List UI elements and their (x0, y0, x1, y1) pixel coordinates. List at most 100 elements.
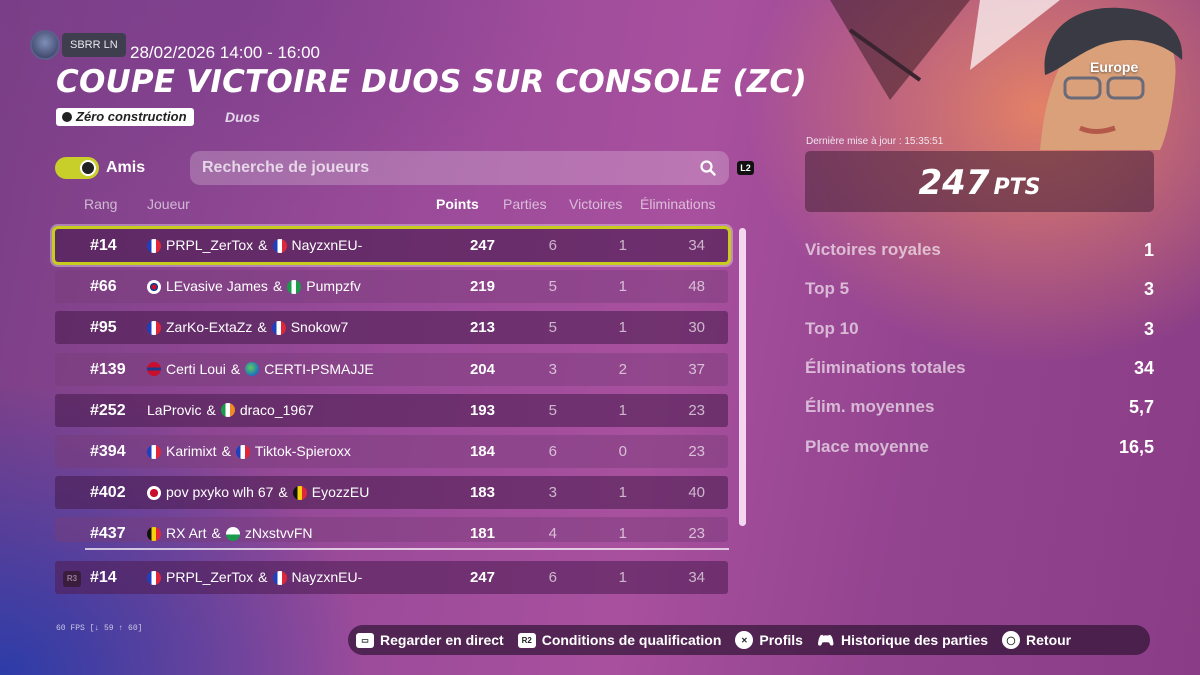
elims-cell: 34 (688, 569, 705, 586)
player-search (190, 151, 729, 185)
table-row[interactable]: #66 LEvasive James & Pumpzfv 219 5 1 48 (55, 270, 728, 304)
france-flag-icon (147, 444, 161, 459)
touchpad-icon: ▭ (356, 632, 374, 648)
points-cell: 184 (469, 443, 495, 460)
ampersand: & (206, 401, 216, 418)
player-2-name: zNxstvvFN (244, 525, 313, 542)
elims-cell: 34 (688, 237, 705, 254)
games-cell: 6 (548, 237, 557, 254)
col-games[interactable]: Parties (503, 196, 547, 212)
mode-badge: Zéro construction (56, 108, 194, 126)
stat-value: 34 (1133, 357, 1154, 378)
wales-flag-icon (225, 526, 240, 541)
avatar[interactable] (30, 30, 60, 60)
scrollbar-thumb[interactable] (739, 228, 746, 526)
games-cell: 3 (548, 360, 557, 378)
region-label: Europe (1090, 59, 1139, 75)
elims-cell: 40 (688, 484, 705, 502)
points-cell: 204 (469, 360, 495, 378)
action-controller[interactable]: 🎮 Historique des parties (817, 631, 988, 649)
player-2-name: draco_1967 (239, 401, 314, 418)
points-summary: 247 PTS (805, 151, 1154, 212)
france-flag-icon (147, 238, 161, 253)
table-row[interactable]: #402 pov pxyko wlh 67 & EyozzEU 183 3 1 40 (55, 476, 728, 510)
player-2-name: Pumpzfv (306, 278, 361, 295)
scrollbar[interactable] (739, 228, 746, 526)
action-circle-button[interactable]: ◯ Retour (1002, 631, 1071, 649)
action-label: Historique des parties (840, 632, 989, 648)
l2-shortcut-icon: L2 (737, 161, 754, 175)
stat-value: 1 (1143, 240, 1154, 260)
player-cell: LEvasive James & Pumpzfv (147, 270, 361, 303)
stat-label: Victoires royales (805, 240, 941, 259)
stat-value: 3 (1143, 279, 1154, 300)
action-bar: ▭ Regarder en direct R2 Conditions de quali… (348, 625, 1150, 655)
games-cell: 5 (548, 401, 557, 419)
col-elims[interactable]: Éliminations (640, 196, 716, 212)
wins-cell: 1 (618, 525, 627, 543)
wins-cell: 1 (618, 569, 627, 586)
table-row[interactable]: #394 Karimixt & Tiktok-Spieroxx 184 6 0 23 (55, 435, 728, 468)
games-cell: 4 (548, 525, 557, 543)
col-points[interactable]: Points (436, 196, 479, 212)
ampersand: & (257, 319, 267, 336)
mode-label: Zéro construction (76, 109, 187, 124)
stat-value: 3 (1143, 318, 1154, 339)
player-1-name: Karimixt (166, 443, 217, 459)
table-row[interactable]: #437 RX Art & zNxstvvFN 181 4 1 23 (55, 517, 728, 543)
points-cell: 183 (469, 484, 495, 502)
friends-toggle[interactable] (55, 157, 99, 179)
search-icon[interactable] (700, 160, 716, 176)
action-r2[interactable]: R2 Conditions de qualification (517, 632, 722, 648)
stat-value: 16,5 (1118, 436, 1154, 457)
player-cell: Certi Loui & CERTI-PSMAJJE (147, 353, 374, 386)
france-flag-icon (271, 320, 286, 335)
table-row[interactable]: #14 PRPL_ZerTox & NayzxnEU- 247 6 1 34 (52, 226, 731, 265)
player-cell: ZarKo-ExtaZz & Snokow7 (147, 311, 348, 344)
elims-cell: 23 (688, 525, 705, 543)
games-cell: 6 (548, 443, 557, 460)
player-2-name: Tiktok-Spieroxx (254, 443, 351, 459)
action-touchpad[interactable]: ▭ Regarder en direct (356, 632, 504, 648)
event-datetime: 28/02/2026 14:00 - 16:00 (130, 43, 320, 62)
wins-cell: 1 (618, 401, 627, 419)
action-label: Conditions de qualification (541, 632, 722, 648)
elims-cell: 48 (688, 278, 705, 296)
action-label: Regarder en direct (380, 632, 504, 648)
player-2-name: NayzxnEU- (291, 237, 363, 253)
france-flag-icon (272, 238, 287, 253)
table-row-mine[interactable]: #14 PRPL_ZerTox & NayzxnEU- 247 6 1 34 (55, 561, 728, 594)
ampersand: & (230, 360, 241, 377)
table-row[interactable]: #252 LaProvic & draco_1967 193 5 1 23 (55, 393, 728, 427)
controller-icon: 🎮 (817, 631, 835, 648)
points-cell: 247 (469, 237, 495, 254)
player-2-name: NayzxnEU- (291, 569, 363, 585)
format-label: Duos (225, 109, 260, 125)
france-flag-icon (272, 570, 287, 585)
elims-cell: 30 (688, 319, 705, 337)
table-row[interactable]: #139 Certi Loui & CERTI-PSMAJJE 204 3 2 37 (55, 352, 728, 386)
r2-icon: R2 (517, 632, 536, 648)
stat-label: Top 5 (805, 279, 850, 299)
action-cross-button[interactable]: ✕ Profils (735, 631, 803, 649)
player-cell: pov pxyko wlh 67 & EyozzEU (147, 476, 369, 509)
stat-label: Place moyenne (805, 436, 929, 456)
stat-label: Top 10 (805, 318, 859, 338)
player-cell: LaProvic & draco_1967 (147, 394, 314, 427)
col-rank: Rang (84, 196, 118, 212)
col-wins[interactable]: Victoires (569, 196, 623, 212)
ampersand: & (278, 484, 288, 501)
cross-button-icon: ✕ (735, 631, 754, 649)
wins-cell: 1 (618, 278, 627, 296)
rank-cell: #66 (90, 278, 117, 296)
rank-cell: #394 (90, 443, 126, 460)
rank-cell: #95 (90, 319, 117, 337)
ireland-flag-icon (220, 403, 235, 418)
search-input[interactable] (190, 151, 729, 185)
france-flag-icon (147, 320, 161, 335)
belgium-flag-icon (147, 526, 161, 541)
wins-cell: 0 (618, 443, 627, 460)
wins-cell: 1 (618, 484, 627, 502)
table-row[interactable]: #95 ZarKo-ExtaZz & Snokow7 213 5 1 30 (55, 311, 728, 345)
elims-cell: 37 (688, 360, 705, 378)
